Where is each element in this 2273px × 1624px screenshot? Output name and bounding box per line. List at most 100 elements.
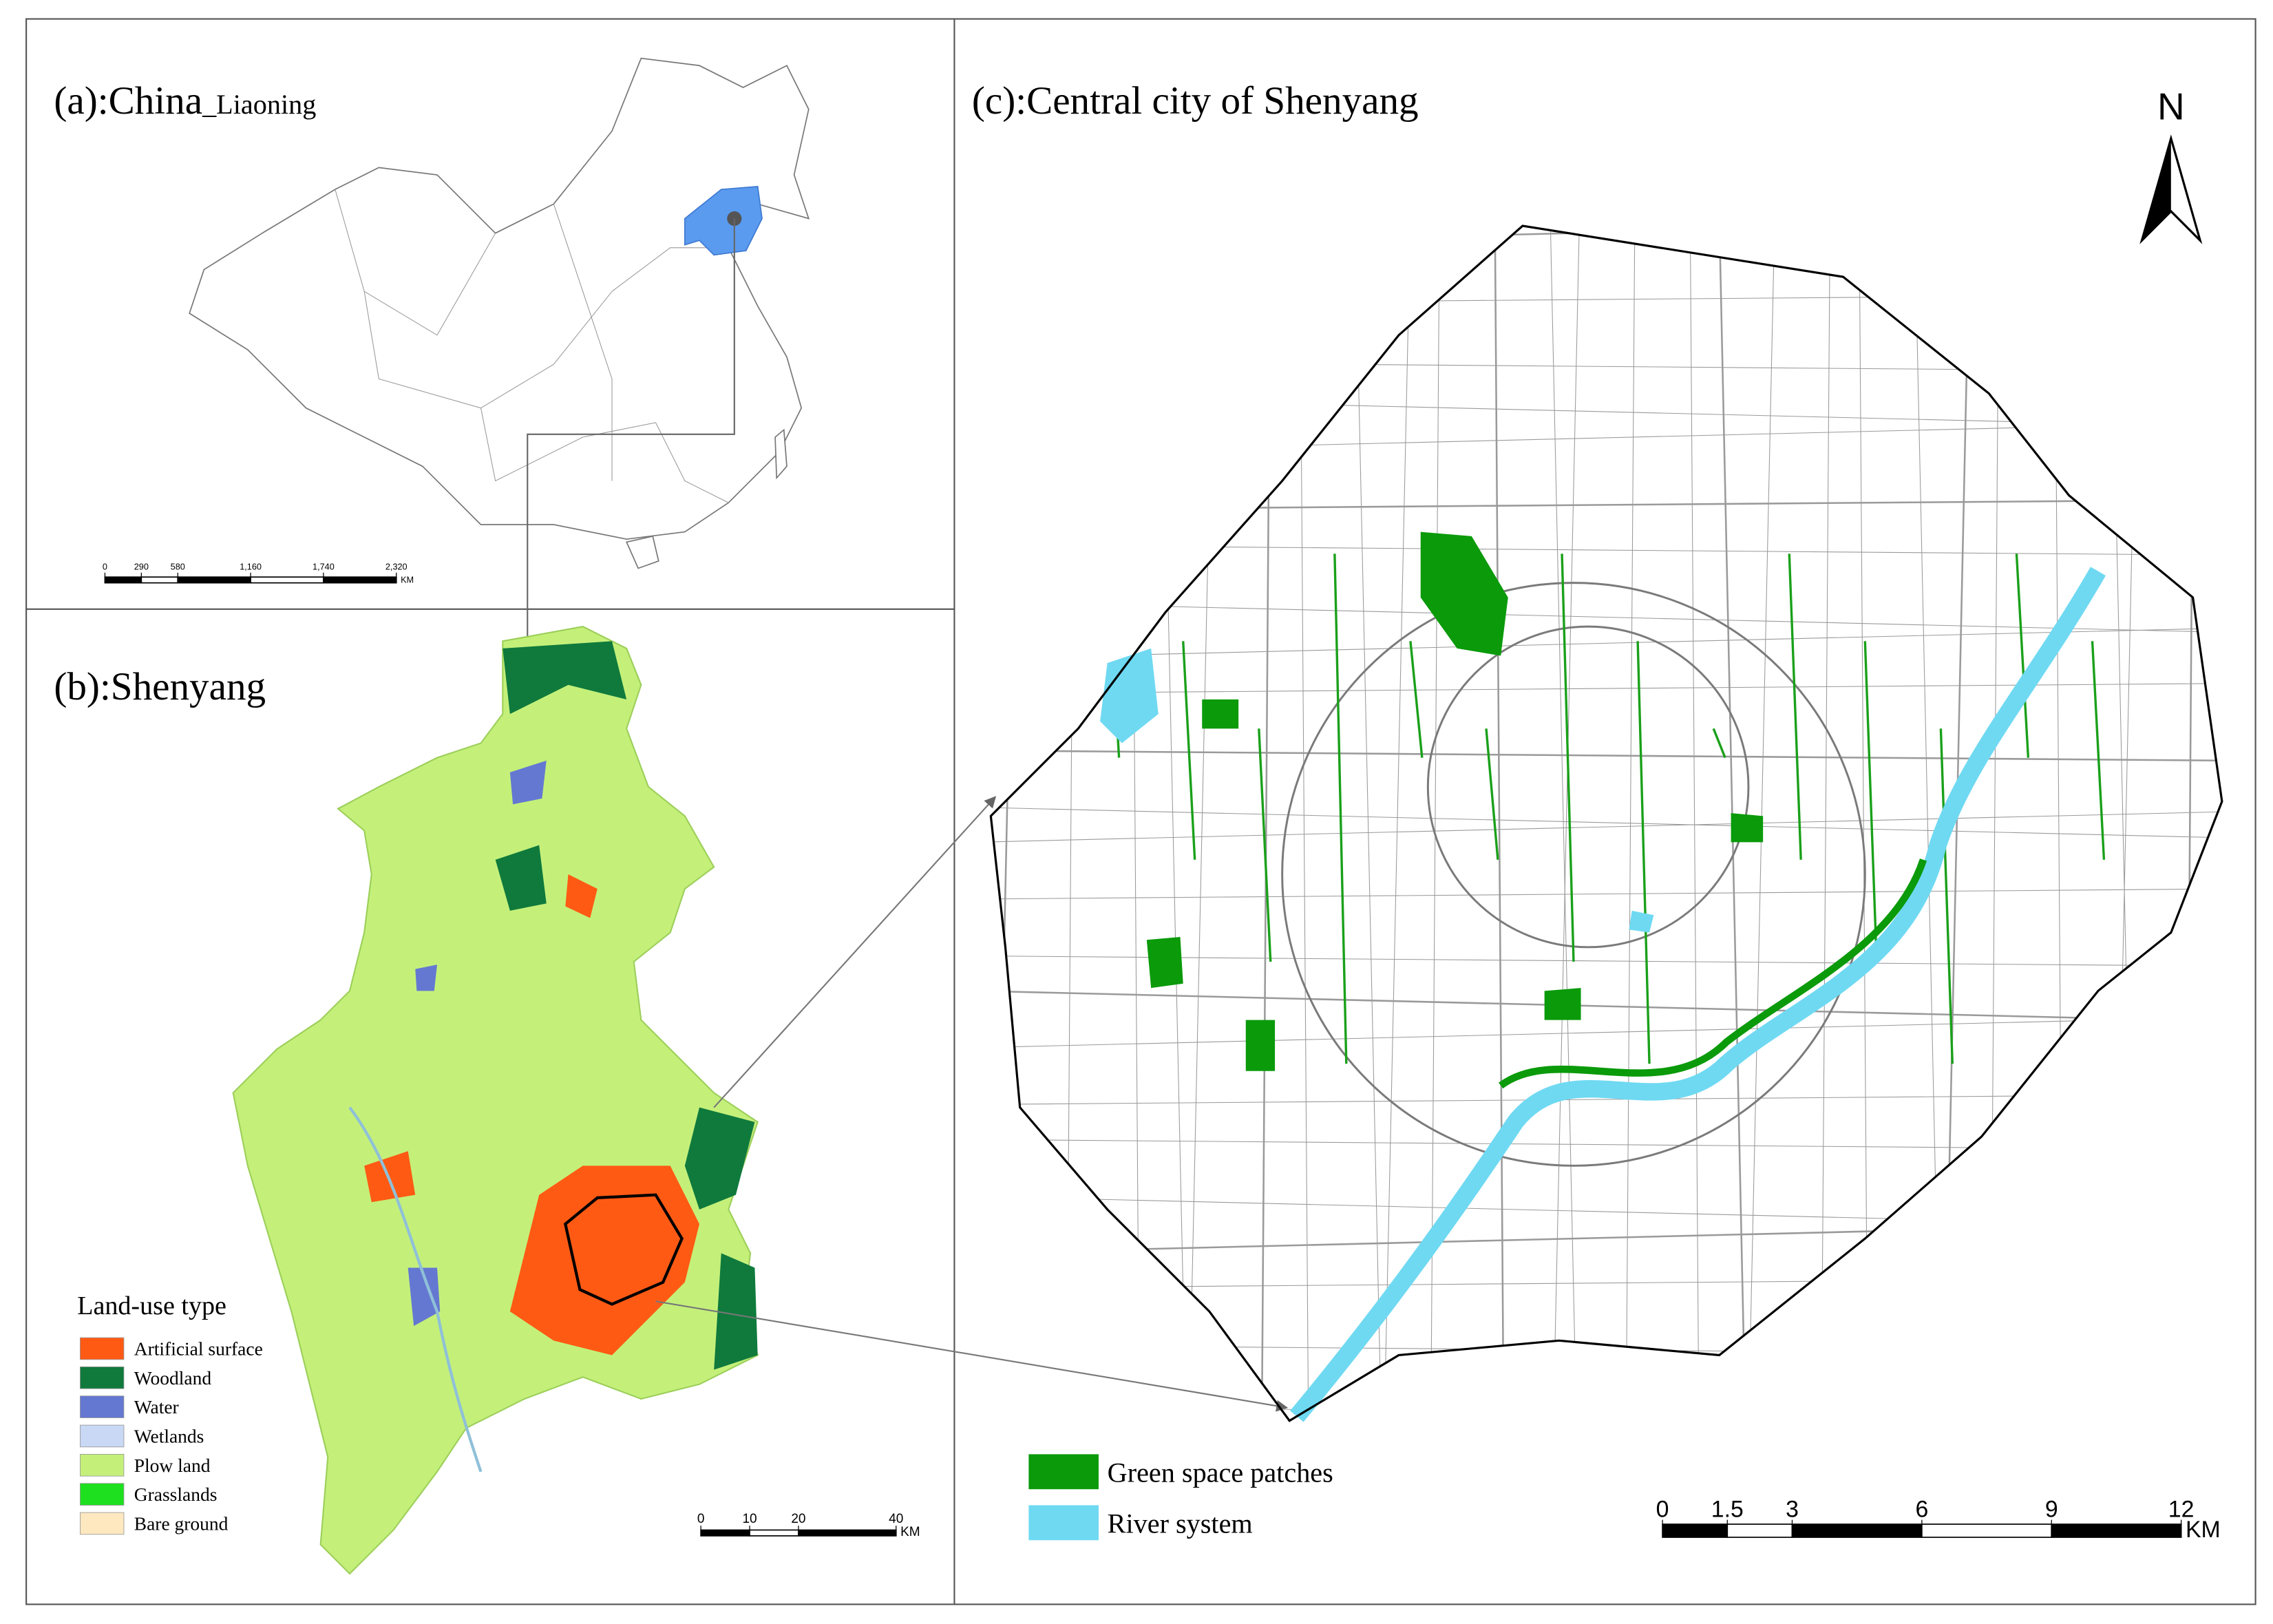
- road: [991, 1221, 2222, 1254]
- green-corridor: [1258, 728, 1272, 962]
- road: [991, 1016, 2222, 1048]
- central-city-outline: [563, 1193, 684, 1306]
- link-arrow: [713, 796, 997, 1108]
- road: [1552, 226, 1580, 1421]
- green-corridor: [1712, 728, 1726, 759]
- green-corridor: [1636, 641, 1651, 1064]
- scale-segment: [140, 576, 179, 584]
- green-corridor: [1788, 553, 1802, 860]
- road: [991, 226, 2222, 249]
- scale-label: 580: [171, 562, 185, 572]
- scale-unit: KM: [900, 1525, 920, 1539]
- green-corridor: [2091, 641, 2106, 860]
- green-corridor: [1561, 553, 1575, 962]
- scale-bar: 0 290 580 1,160 1,740 2,320 KM: [103, 562, 414, 585]
- road: [991, 749, 2222, 762]
- legend-swatch: [80, 1424, 125, 1448]
- road: [1859, 226, 1869, 1421]
- province-border: [480, 408, 729, 503]
- scale-label: 290: [134, 562, 149, 572]
- scale-segment: [323, 576, 397, 584]
- road: [991, 498, 2222, 512]
- ring-road: [1426, 625, 1750, 949]
- road: [1550, 226, 1577, 1421]
- legend-swatch: [80, 1366, 125, 1389]
- green-corridor: [2015, 553, 2030, 758]
- scale-segment: [1921, 1523, 2053, 1538]
- road: [1066, 226, 1076, 1421]
- scale-segment: [2051, 1523, 2182, 1538]
- scale-label: 3: [1786, 1496, 1799, 1522]
- green-corridor: [1182, 641, 1196, 860]
- road: [1384, 226, 1411, 1421]
- green-patch: [1146, 531, 1764, 1071]
- scale-segment: [177, 576, 251, 584]
- road: [2112, 226, 2139, 1421]
- legend-label: Bare ground: [134, 1512, 229, 1534]
- legend-label: River system: [1108, 1508, 1253, 1539]
- road: [991, 396, 2222, 428]
- legend-label: Green space patches: [1108, 1457, 1333, 1488]
- scale-label: 2,320: [385, 562, 408, 572]
- road: [991, 1344, 2222, 1356]
- scale-segment: [104, 576, 142, 584]
- road: [991, 422, 2222, 454]
- title-main: (a):China: [54, 79, 202, 123]
- legend-swatch: [80, 1483, 125, 1506]
- road: [1689, 226, 1700, 1421]
- city-boundary: [989, 224, 2223, 1422]
- liaoning: [684, 186, 763, 256]
- legend-label: Plow land: [134, 1455, 211, 1476]
- road: [991, 1277, 2222, 1289]
- panel-title: (b):Shenyang: [54, 665, 266, 708]
- legend-swatch: [1028, 1505, 1099, 1541]
- road: [1354, 226, 1382, 1421]
- road: [991, 294, 2222, 305]
- road: [2053, 226, 2064, 1421]
- green-corridor: [1939, 728, 1954, 1064]
- scale-segment: [250, 576, 324, 584]
- legend-swatch: [1028, 1454, 1099, 1490]
- green-corridor: [1863, 641, 1878, 962]
- province-border: [335, 189, 496, 336]
- legend: Green space patches River system: [1028, 1454, 1333, 1541]
- road: [991, 811, 2222, 843]
- scale-unit: KM: [401, 576, 414, 585]
- scale-label: 1,160: [240, 562, 262, 572]
- road: [1299, 226, 1309, 1421]
- legend-label: Artificial surface: [134, 1338, 263, 1359]
- road: [1494, 226, 1505, 1421]
- scale-segment: [1726, 1523, 1793, 1538]
- green-corridor: [1333, 553, 1348, 1064]
- road: [991, 955, 2222, 967]
- scale-label: 0: [697, 1512, 705, 1526]
- scale-label: 20: [791, 1512, 805, 1526]
- river: [1290, 567, 2106, 1422]
- link-arrow: [521, 218, 735, 651]
- green-corridor: [1409, 641, 1424, 758]
- scale-label: 10: [742, 1512, 757, 1526]
- road: [1130, 226, 1140, 1421]
- road: [991, 545, 2222, 556]
- road: [1430, 226, 1440, 1421]
- shenyang-landuse: [232, 626, 759, 1575]
- province-border: [363, 247, 729, 409]
- road: [991, 888, 2222, 900]
- panel-title: (a):China_Liaoning: [54, 79, 316, 123]
- riverside-green: [1498, 858, 1927, 1089]
- hainan: [625, 535, 659, 569]
- road: [991, 1196, 2222, 1227]
- scale-segment: [798, 1529, 897, 1537]
- legend: Artificial surface Woodland Water Wetlands P…: [80, 1337, 263, 1535]
- legend-swatch: [80, 1512, 125, 1535]
- legend-label: Woodland: [134, 1367, 212, 1389]
- legend-title: Land-use type: [77, 1291, 226, 1320]
- scale-label: 1.5: [1711, 1496, 1744, 1522]
- legend-swatch: [80, 1337, 125, 1360]
- legend-label: Wetlands: [134, 1425, 204, 1446]
- road: [2184, 226, 2195, 1421]
- title-suffix: _Liaoning: [202, 89, 316, 120]
